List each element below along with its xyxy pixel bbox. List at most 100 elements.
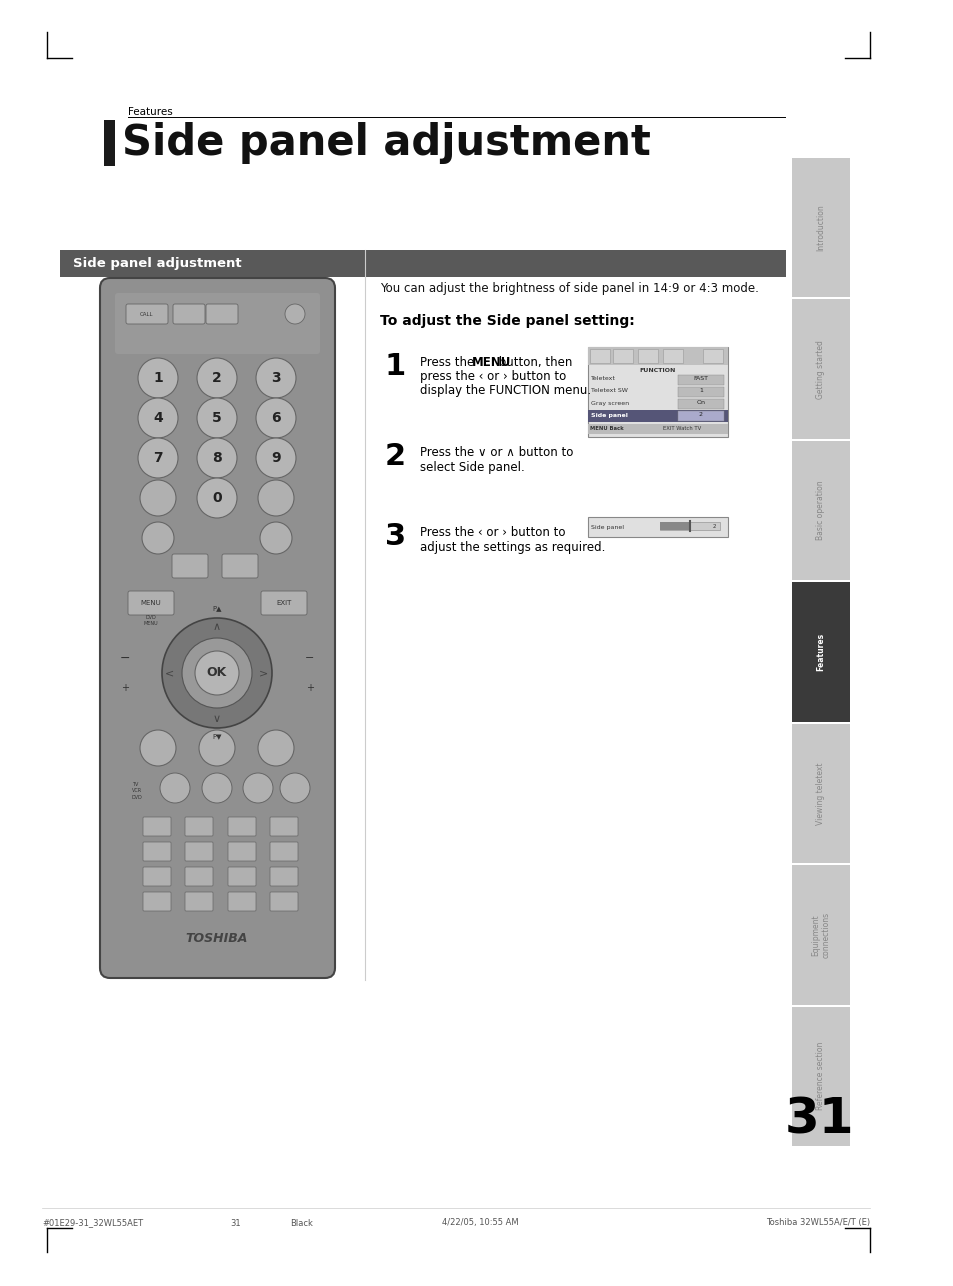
FancyBboxPatch shape [100, 278, 335, 977]
FancyBboxPatch shape [185, 842, 213, 862]
Circle shape [257, 730, 294, 766]
Circle shape [140, 730, 175, 766]
FancyBboxPatch shape [228, 892, 255, 910]
Text: MENU Back: MENU Back [589, 427, 623, 432]
FancyBboxPatch shape [270, 867, 297, 886]
FancyBboxPatch shape [228, 842, 255, 862]
FancyBboxPatch shape [270, 817, 297, 836]
Text: 5: 5 [212, 412, 222, 424]
Text: Side panel: Side panel [590, 413, 627, 418]
Text: ∧: ∧ [213, 622, 221, 631]
Text: 4: 4 [153, 412, 163, 424]
Bar [791, 158, 849, 297]
Text: 3: 3 [271, 370, 280, 385]
Bar [678, 387, 723, 397]
Bar [104, 120, 115, 166]
FancyBboxPatch shape [185, 867, 213, 886]
Text: MENU: MENU [472, 356, 511, 369]
Circle shape [162, 619, 272, 728]
Bar [587, 410, 727, 422]
FancyBboxPatch shape [185, 817, 213, 836]
Circle shape [255, 358, 295, 397]
Text: 31: 31 [230, 1219, 240, 1228]
Bar [659, 522, 720, 530]
Bar [613, 349, 633, 363]
Text: 2: 2 [212, 370, 222, 385]
FancyBboxPatch shape [115, 293, 319, 354]
Text: 1: 1 [385, 352, 406, 381]
Bar [587, 424, 727, 433]
Text: −: − [120, 652, 131, 665]
Text: 6: 6 [271, 412, 280, 424]
Circle shape [199, 730, 234, 766]
FancyBboxPatch shape [228, 817, 255, 836]
Circle shape [196, 439, 236, 478]
Circle shape [142, 522, 173, 554]
Bar [589, 349, 609, 363]
Text: Press the ∨ or ∧ button to
select Side panel.: Press the ∨ or ∧ button to select Side p… [419, 446, 573, 475]
Bar [791, 1007, 849, 1146]
Circle shape [255, 397, 295, 439]
Text: TOSHIBA: TOSHIBA [186, 931, 248, 944]
Bar [791, 724, 849, 863]
Bar [638, 349, 658, 363]
Circle shape [202, 773, 232, 802]
Text: Introduction: Introduction [816, 204, 824, 251]
Text: 7: 7 [153, 451, 163, 466]
FancyBboxPatch shape [172, 303, 205, 324]
FancyBboxPatch shape [172, 554, 208, 577]
FancyBboxPatch shape [143, 842, 171, 862]
Text: Teletext: Teletext [590, 377, 616, 382]
FancyBboxPatch shape [143, 817, 171, 836]
Text: OK: OK [207, 666, 227, 679]
Text: Features: Features [128, 107, 172, 117]
Text: Side panel adjustment: Side panel adjustment [122, 122, 650, 165]
FancyBboxPatch shape [143, 867, 171, 886]
Text: Viewing teletext: Viewing teletext [816, 763, 824, 824]
Bar [678, 399, 723, 409]
Bar [60, 249, 785, 276]
Circle shape [182, 638, 252, 709]
Circle shape [138, 358, 178, 397]
Circle shape [196, 478, 236, 518]
Text: FUNCTION: FUNCTION [639, 368, 676, 373]
Text: On: On [696, 400, 705, 405]
Bar [791, 441, 849, 580]
Circle shape [243, 773, 273, 802]
Text: MENU: MENU [140, 601, 161, 606]
Text: Getting started: Getting started [816, 340, 824, 399]
FancyBboxPatch shape [228, 867, 255, 886]
FancyBboxPatch shape [206, 303, 237, 324]
Text: 9: 9 [271, 451, 280, 466]
FancyBboxPatch shape [185, 892, 213, 910]
Text: You can adjust the brightness of side panel in 14:9 or 4:3 mode.: You can adjust the brightness of side pa… [379, 282, 758, 294]
Text: Toshiba 32WL55A/E/T (E): Toshiba 32WL55A/E/T (E) [765, 1219, 869, 1228]
Bar [791, 865, 849, 1004]
Text: Side panel adjustment: Side panel adjustment [73, 257, 241, 270]
Text: 0: 0 [212, 491, 222, 505]
Bar [791, 583, 849, 721]
Bar [659, 522, 689, 530]
Text: Teletext SW: Teletext SW [590, 388, 627, 394]
FancyBboxPatch shape [270, 842, 297, 862]
Text: <: < [165, 667, 174, 678]
Text: 4/22/05, 10:55 AM: 4/22/05, 10:55 AM [441, 1219, 517, 1228]
Bar [702, 349, 722, 363]
Text: P▼: P▼ [212, 733, 221, 739]
Circle shape [140, 480, 175, 516]
Bar [791, 300, 849, 439]
Circle shape [138, 439, 178, 478]
Text: 31: 31 [784, 1096, 854, 1145]
Bar [678, 412, 723, 421]
Text: 2: 2 [712, 523, 715, 529]
Text: +: + [306, 683, 314, 693]
FancyBboxPatch shape [128, 592, 173, 615]
Text: CALL: CALL [140, 311, 153, 316]
Text: Reference section: Reference section [816, 1042, 824, 1111]
Circle shape [255, 439, 295, 478]
Bar [678, 376, 723, 385]
Circle shape [194, 651, 239, 694]
Text: To adjust the Side panel setting:: To adjust the Side panel setting: [379, 314, 634, 328]
Circle shape [196, 358, 236, 397]
Text: Gray screen: Gray screen [590, 400, 628, 405]
